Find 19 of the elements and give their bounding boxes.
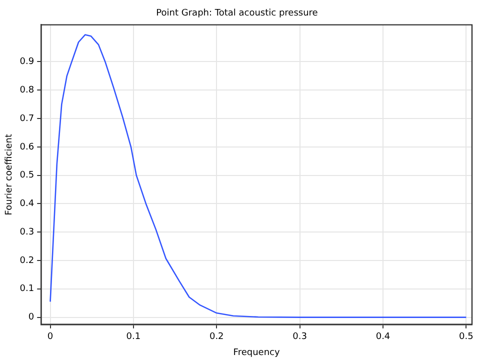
y-tick-label: 0.6 (20, 142, 34, 152)
chart-title: Point Graph: Total acoustic pressure (156, 8, 318, 19)
y-tick-label: 0.9 (20, 57, 34, 68)
y-tick-label: 0.1 (20, 284, 34, 294)
x-tick-label: 0 (47, 332, 54, 342)
x-tick-label: 0.1 (126, 332, 141, 342)
x-tick-label: 0.4 (376, 332, 390, 342)
y-tick-label: 0.5 (20, 170, 34, 181)
x-tick-label: 0.2 (209, 332, 224, 342)
x-axis-title: Frequency (233, 348, 280, 358)
x-tick-label: 0.5 (459, 332, 474, 342)
y-tick-label: 0 (28, 312, 34, 323)
y-axis-title: Fourier coefficient (4, 133, 15, 216)
y-tick-label: 0.3 (20, 227, 34, 238)
y-tick-label: 0.8 (20, 85, 34, 96)
y-tick-label: 0.7 (20, 114, 34, 124)
y-tick-label: 0.4 (20, 199, 34, 210)
y-tick-label: 0.2 (20, 256, 34, 266)
x-tick-label: 0.3 (292, 332, 307, 342)
